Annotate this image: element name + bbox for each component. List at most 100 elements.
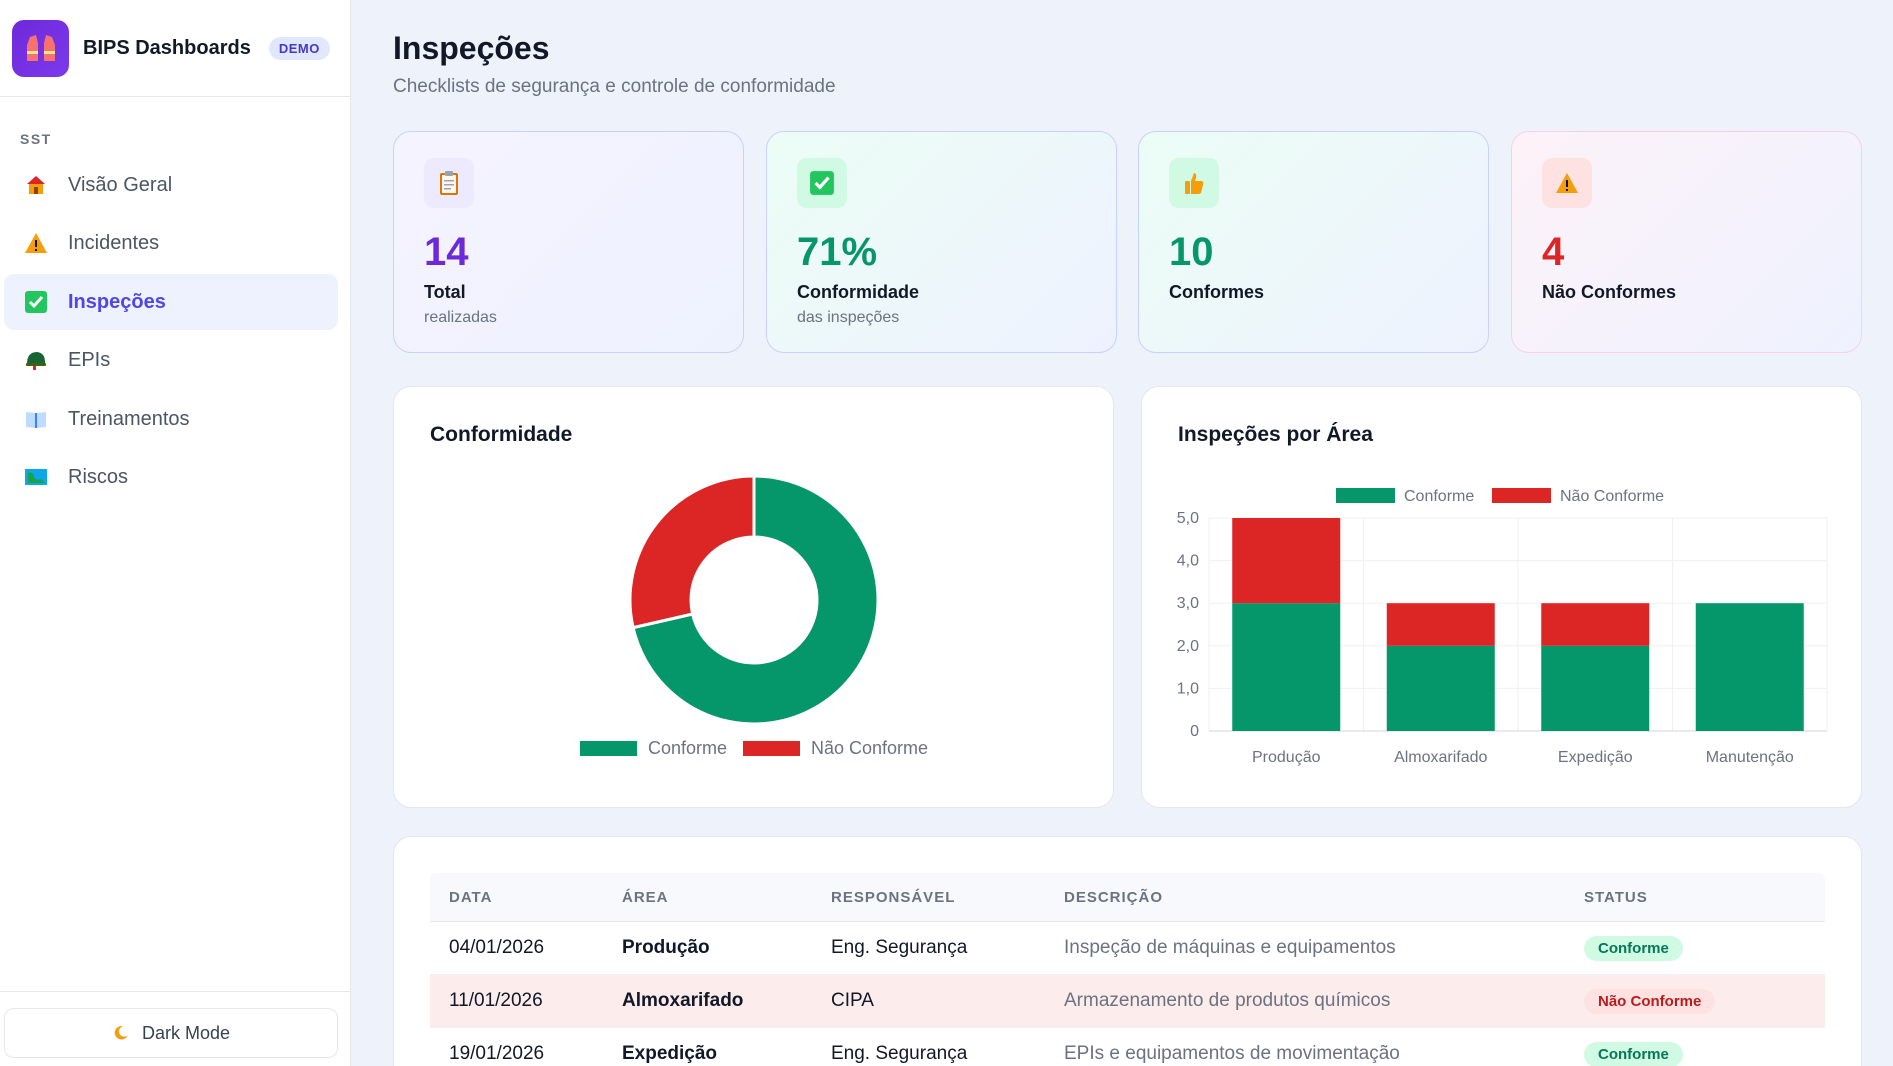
page-title: Inspeções [393, 30, 550, 66]
sidebar-item-label: Riscos [68, 465, 129, 488]
donut-slice-nao-conforme [628, 474, 756, 630]
bar-conforme [1232, 603, 1341, 731]
kpi-card-total: 14 Total realizadas [393, 131, 744, 353]
legend-swatch [1336, 488, 1395, 503]
status-badge: Conforme [1584, 1041, 1683, 1066]
kpi-value: 71% [797, 230, 878, 274]
status-badge: Conforme [1584, 935, 1683, 961]
bar-nao-conforme [1541, 603, 1650, 646]
kpi-value: 4 [1542, 230, 1565, 274]
kpi-value: 14 [424, 230, 469, 274]
inspections-table: DATA ÁREA RESPONSÁVEL DESCRIÇÃO STATUS 0… [430, 873, 1825, 1066]
helmet-icon [24, 348, 48, 372]
cell-area: Produção [622, 937, 710, 958]
kpi-label: Total [424, 282, 466, 302]
area-chart-card: Inspeções por Área 0 1,0 2,0 3,0 4,0 5,0 Produ… [1141, 386, 1862, 808]
table-row[interactable]: 04/01/2026 Produção Eng. Segurança Inspe… [430, 922, 1825, 975]
donut-chart: Conforme Não Conforme [580, 474, 928, 758]
column-header-descricao[interactable]: DESCRIÇÃO [1064, 888, 1164, 906]
sidebar-item-epis[interactable]: EPIs [4, 332, 338, 388]
cell-data: 11/01/2026 [449, 990, 543, 1011]
sidebar: BIPS Dashboards DEMO SST Visão Geral Inc… [0, 0, 351, 1066]
map-icon [24, 465, 48, 489]
sidebar-item-inspecoes[interactable]: Inspeções [4, 274, 338, 330]
dark-mode-button[interactable]: Dark Mode [4, 1008, 338, 1058]
cell-area: Almoxarifado [622, 990, 744, 1011]
cell-data: 04/01/2026 [449, 937, 545, 958]
cell-data: 19/01/2026 [449, 1043, 545, 1064]
kpi-label: Conformidade [797, 282, 920, 302]
legend-swatch [1492, 488, 1551, 503]
donut-slice-conforme [631, 474, 880, 726]
y-tick-label: 4,0 [1177, 553, 1199, 570]
y-tick-label: 2,0 [1177, 638, 1199, 655]
cell-descricao: EPIs e equipamentos de movimentação [1064, 1043, 1400, 1064]
nav-section-label: SST [20, 131, 52, 147]
sidebar-item-label: Visão Geral [68, 173, 173, 196]
thumbs-up-icon [1169, 158, 1219, 208]
kpi-label: Não Conformes [1542, 282, 1677, 302]
legend-swatch [580, 741, 637, 756]
sidebar-item-treinamentos[interactable]: Treinamentos [4, 391, 338, 447]
column-header-status[interactable]: STATUS [1584, 888, 1648, 906]
sidebar-item-label: EPIs [68, 348, 111, 371]
checkbox-icon [24, 290, 48, 314]
cell-descricao: Armazenamento de produtos químicos [1064, 990, 1391, 1011]
stacked-bar-chart: 0 1,0 2,0 3,0 4,0 5,0 Produção Almoxarifado Expe… [1177, 488, 1828, 766]
clipboard-icon [424, 158, 474, 208]
cell-descricao: Inspeção de máquinas e equipamentos [1064, 937, 1396, 958]
kpi-sub: das inspeções [797, 309, 900, 326]
y-tick-label: 1,0 [1177, 680, 1199, 697]
column-header-responsavel[interactable]: RESPONSÁVEL [831, 888, 956, 906]
dark-mode-label: Dark Mode [141, 1022, 231, 1043]
column-header-area[interactable]: ÁREA [622, 888, 669, 906]
y-tick-label: 3,0 [1177, 595, 1199, 612]
bar-conforme [1541, 645, 1650, 731]
table-row[interactable]: 19/01/2026 Expedição Eng. Segurança EPIs… [430, 1028, 1825, 1066]
demo-badge: DEMO [268, 36, 330, 60]
cell-area: Expedição [622, 1043, 718, 1064]
kpi-label: Conformes [1169, 282, 1265, 302]
warning-icon [24, 231, 48, 255]
status-badge: Não Conforme [1584, 988, 1716, 1014]
chart-title: Inspeções por Área [1178, 423, 1373, 446]
page-subtitle: Checklists de segurança e controle de co… [393, 76, 836, 97]
cell-responsavel: Eng. Segurança [831, 937, 968, 958]
cell-responsavel: CIPA [831, 990, 874, 1011]
bar-nao-conforme [1232, 518, 1341, 604]
cell-responsavel: Eng. Segurança [831, 1043, 968, 1064]
y-tick-label: 5,0 [1177, 510, 1199, 527]
conformidade-chart-card: Conformidade Conforme Não Conforme [393, 386, 1114, 808]
chart-title: Conformidade [430, 423, 573, 446]
table-header: DATA ÁREA RESPONSÁVEL DESCRIÇÃO STATUS [430, 873, 1825, 922]
sidebar-item-label: Treinamentos [68, 407, 190, 430]
x-tick-label: Produção [1252, 749, 1321, 766]
sidebar-item-label: Incidentes [68, 231, 160, 254]
x-tick-label: Almoxarifado [1394, 749, 1487, 766]
inspections-table-card: DATA ÁREA RESPONSÁVEL DESCRIÇÃO STATUS 0… [393, 836, 1862, 1066]
house-icon [24, 173, 48, 197]
x-tick-label: Expedição [1558, 749, 1633, 766]
legend-swatch [743, 741, 800, 756]
sidebar-item-riscos[interactable]: Riscos [4, 449, 338, 505]
sidebar-item-incidentes[interactable]: Incidentes [4, 215, 338, 271]
kpi-value: 10 [1169, 230, 1214, 274]
vest-icon[interactable] [12, 19, 69, 77]
legend-label: Não Conforme [811, 738, 928, 758]
column-header-data[interactable]: DATA [449, 888, 493, 906]
y-tick-label: 0 [1190, 723, 1199, 740]
legend-label: Conforme [1404, 488, 1474, 505]
x-tick-label: Manutenção [1706, 749, 1794, 766]
bar-nao-conforme [1386, 603, 1495, 646]
table-row[interactable]: 11/01/2026 Almoxarifado CIPA Armazenamen… [430, 975, 1825, 1028]
moon-icon [112, 1024, 130, 1042]
kpi-card-nao-conformes: 4 Não Conformes [1511, 131, 1862, 353]
kpi-card-conformes: 10 Conformes [1138, 131, 1489, 353]
warning-icon [1542, 158, 1592, 208]
brand-title: BIPS Dashboards [83, 36, 251, 59]
book-icon [24, 407, 48, 431]
bar-conforme [1695, 603, 1804, 731]
kpi-card-conformidade: 71% Conformidade das inspeções [766, 131, 1117, 353]
sidebar-footer: Dark Mode [0, 991, 351, 1066]
sidebar-item-visao-geral[interactable]: Visão Geral [4, 157, 338, 213]
